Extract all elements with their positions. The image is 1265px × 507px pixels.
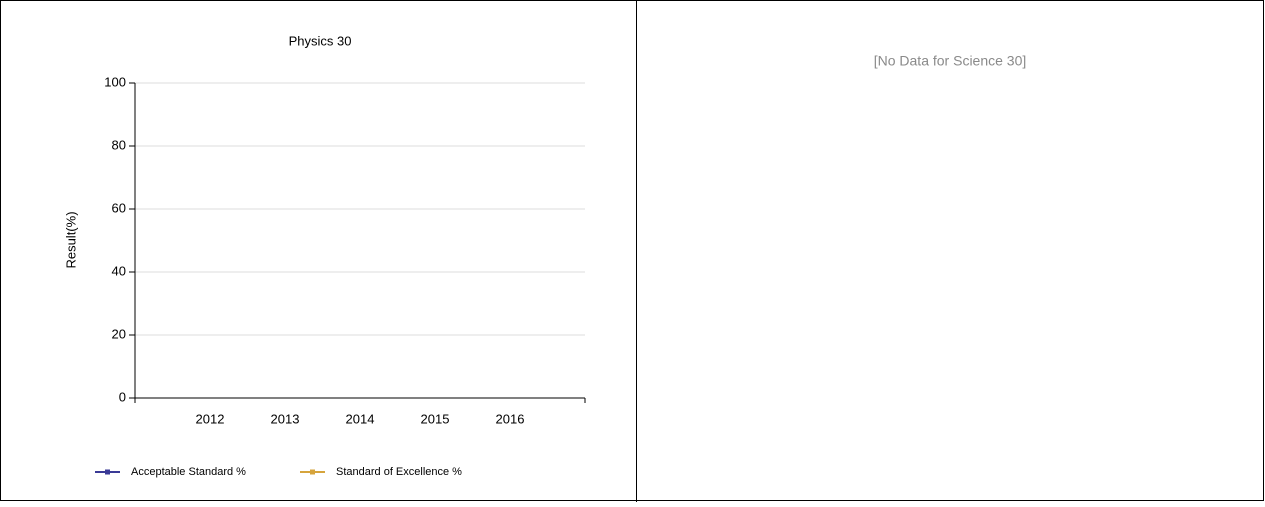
y-axis-label: Result(%)	[63, 211, 78, 268]
y-tick-label: 20	[112, 326, 126, 341]
legend-marker	[310, 469, 315, 475]
no-data-message: [No Data for Science 30]	[874, 53, 1027, 69]
x-tick-label: 2015	[421, 411, 450, 426]
y-tick-label: 40	[112, 263, 126, 278]
y-tick-label: 100	[104, 74, 126, 89]
x-tick-label: 2012	[196, 411, 225, 426]
y-tick-label: 0	[119, 389, 126, 404]
x-tick-label: 2013	[271, 411, 300, 426]
x-tick-label: 2014	[346, 411, 375, 426]
x-tick-label: 2016	[496, 411, 525, 426]
legend-marker	[105, 469, 110, 475]
chart-title: Physics 30	[289, 33, 352, 48]
legend-label: Standard of Excellence %	[336, 466, 462, 478]
legend-label: Acceptable Standard %	[131, 466, 246, 478]
y-tick-label: 60	[112, 200, 126, 215]
y-tick-label: 80	[112, 137, 126, 152]
